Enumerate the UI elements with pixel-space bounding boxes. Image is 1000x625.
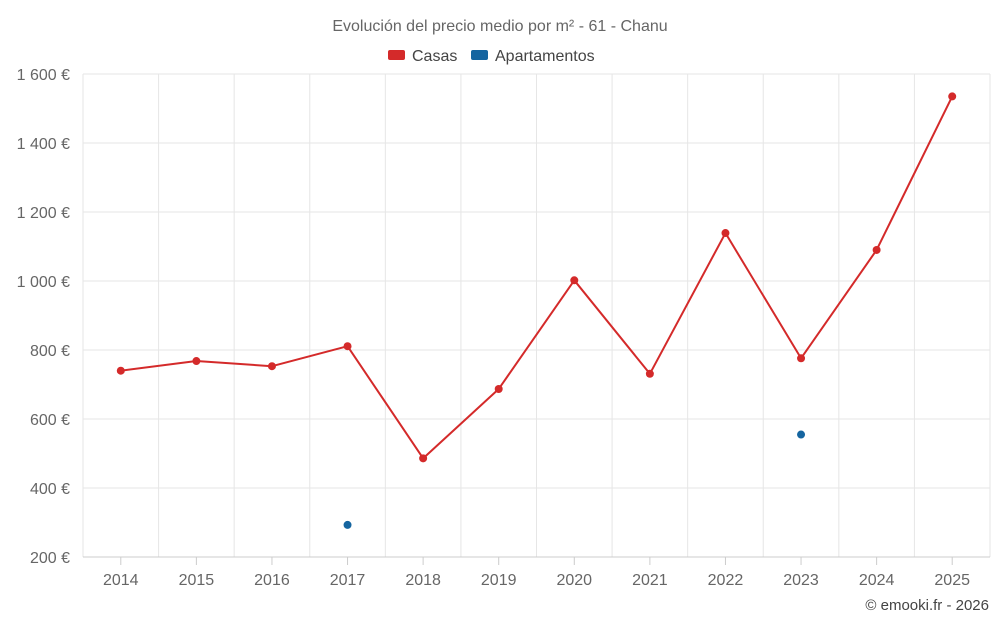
data-point-casas[interactable] [570,276,579,285]
legend-label-apartamentos[interactable]: Apartamentos [495,48,595,65]
y-tick-label: 1 200 € [17,205,70,222]
y-tick-label: 1 400 € [17,136,70,153]
data-point-casas[interactable] [948,92,957,101]
data-point-casas[interactable] [419,454,428,463]
data-point-casas[interactable] [872,245,881,254]
x-tick-label: 2019 [481,572,517,589]
y-tick-label: 1 600 € [17,67,70,84]
x-tick-label: 2023 [783,572,819,589]
legend-label-casas[interactable]: Casas [412,48,457,65]
credit: © emooki.fr - 2026 [865,597,989,614]
data-point-casas[interactable] [267,362,276,371]
data-point-casas[interactable] [721,229,730,238]
x-tick-label: 2021 [632,572,668,589]
data-point-casas[interactable] [116,366,125,375]
x-tick-label: 2017 [330,572,366,589]
x-tick-label: 2022 [708,572,744,589]
y-tick-label: 200 € [30,550,70,567]
x-tick-label: 2024 [859,572,895,589]
data-point-casas[interactable] [645,369,654,378]
legend-swatch-casas [388,50,405,60]
x-tick-label: 2015 [179,572,215,589]
y-tick-label: 600 € [30,412,70,429]
y-tick-label: 800 € [30,343,70,360]
x-tick-label: 2020 [556,572,592,589]
chart-title: Evolución del precio medio por m² - 61 -… [332,18,667,35]
legend: Casas Apartamentos [388,48,595,65]
data-point-casas[interactable] [192,357,201,366]
x-tick-label: 2025 [934,572,970,589]
data-point-casas[interactable] [797,354,806,363]
x-tick-label: 2014 [103,572,139,589]
y-tick-label: 1 000 € [17,274,70,291]
legend-swatch-apartamentos [471,50,488,60]
data-point-casas[interactable] [343,342,352,351]
series-layer [116,92,957,529]
y-tick-label: 400 € [30,481,70,498]
data-point-apartamentos[interactable] [343,520,352,529]
data-point-casas[interactable] [494,384,503,393]
x-tick-label: 2016 [254,572,290,589]
y-axis: 200 € 400 € 600 € 800 € 1 000 € 1 200 € 1 400 … [17,67,70,567]
data-point-apartamentos[interactable] [797,430,806,439]
x-axis: 2014 2015 2016 2017 2018 2019 2020 2021 2022 2023… [83,556,990,589]
x-tick-label: 2018 [405,572,441,589]
series-line-casas [120,95,954,460]
grid [82,73,991,557]
